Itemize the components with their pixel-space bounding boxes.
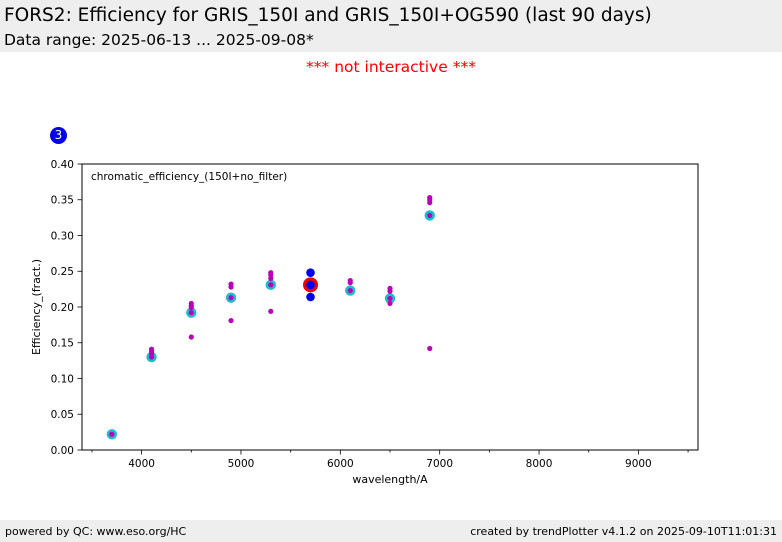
header-bar: FORS2: Efficiency for GRIS_150I and GRIS…	[0, 0, 782, 52]
y-tick-label: 0.05	[51, 409, 74, 421]
y-tick-label: 0.10	[51, 373, 74, 385]
footer-bar: powered by QC: www.eso.org/HC created by…	[0, 520, 782, 542]
median-center-point	[148, 354, 155, 360]
not-interactive-notice: *** not interactive ***	[306, 58, 476, 76]
plot-frame	[81, 163, 699, 451]
median-center-point	[109, 431, 115, 437]
median-center-point	[188, 310, 194, 316]
history-point	[228, 284, 234, 290]
y-tick-label: 0.40	[51, 159, 74, 171]
x-tick-label: 5000	[228, 458, 255, 470]
y-axis: 0.00 0.05 0.10 0.15 0.20 0.25 0.30 0.35 0.40	[51, 159, 82, 457]
latest-point	[306, 280, 315, 290]
median-center-point	[268, 282, 274, 288]
median-center-point	[427, 212, 433, 219]
history-point	[387, 288, 393, 294]
latest-point	[306, 268, 315, 277]
history-point	[347, 280, 353, 286]
x-tick-label: 4000	[128, 458, 155, 470]
y-tick-label: 0.20	[51, 302, 74, 314]
history-point	[188, 334, 194, 340]
y-tick-label: 0.35	[51, 195, 74, 207]
data-marks	[106, 195, 435, 440]
median-center-point	[228, 295, 234, 301]
x-tick-label: 7000	[426, 458, 453, 470]
x-axis-label: wavelength/A	[352, 473, 428, 486]
y-tick-label: 0.25	[51, 266, 74, 278]
count-badge: 3	[50, 127, 67, 144]
y-axis-label: Efficiency_(fract.)	[30, 259, 43, 355]
median-center-point	[387, 295, 393, 302]
history-point	[268, 272, 274, 278]
footer-created-by: created by trendPlotter v4.1.2 on 2025-0…	[470, 525, 777, 538]
page-title: FORS2: Efficiency for GRIS_150I and GRIS…	[4, 5, 652, 26]
chart-annotation: chromatic_efficiency_(150I+no_filter)	[91, 171, 287, 183]
history-point	[148, 350, 155, 357]
history-point	[228, 317, 234, 324]
x-tick-label: 9000	[625, 458, 652, 470]
history-point	[188, 305, 194, 311]
y-tick-label: 0.15	[51, 338, 74, 350]
x-tick-label: 8000	[526, 458, 553, 470]
data-range-subtitle: Data range: 2025-06-13 ... 2025-09-08*	[4, 31, 314, 49]
history-point	[268, 275, 274, 281]
history-point	[427, 345, 433, 352]
y-tick-label: 0.30	[51, 230, 74, 242]
median-center-point	[347, 287, 353, 294]
footer-powered-by: powered by QC: www.eso.org/HC	[5, 525, 187, 538]
history-point	[387, 300, 393, 307]
history-point	[268, 308, 274, 314]
x-axis: 4000 5000 6000 7000 8000 9000	[91, 450, 689, 470]
x-tick-label: 6000	[327, 458, 354, 470]
y-tick-label: 0.00	[51, 445, 74, 457]
history-point	[427, 200, 433, 206]
latest-point	[306, 292, 315, 302]
